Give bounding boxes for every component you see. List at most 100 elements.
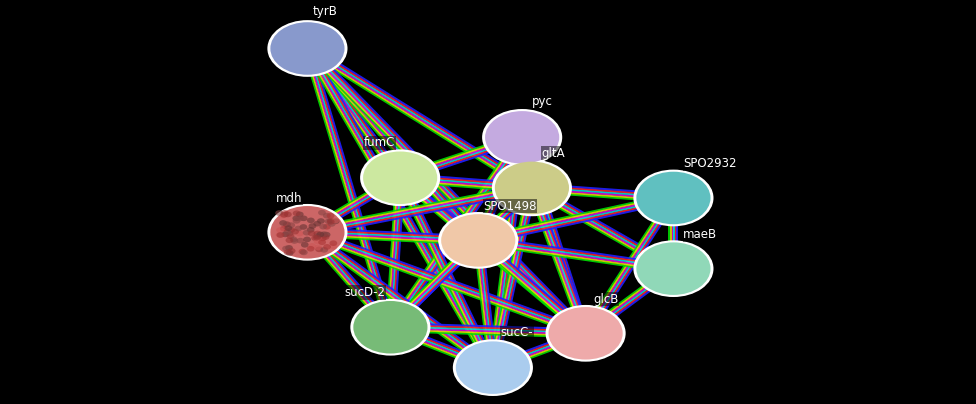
Ellipse shape — [287, 227, 295, 233]
Ellipse shape — [330, 244, 338, 249]
Ellipse shape — [283, 221, 291, 227]
Ellipse shape — [313, 221, 321, 227]
Ellipse shape — [636, 172, 711, 224]
Ellipse shape — [323, 224, 331, 229]
Ellipse shape — [288, 248, 296, 254]
Ellipse shape — [284, 212, 292, 217]
Ellipse shape — [318, 240, 326, 245]
Ellipse shape — [319, 236, 327, 241]
Ellipse shape — [325, 219, 333, 224]
Ellipse shape — [279, 213, 287, 218]
Ellipse shape — [546, 305, 626, 362]
Text: pyc: pyc — [532, 95, 552, 108]
Text: gltA: gltA — [542, 147, 565, 160]
Ellipse shape — [350, 299, 430, 356]
Ellipse shape — [320, 232, 328, 238]
Ellipse shape — [313, 234, 321, 239]
Ellipse shape — [316, 231, 324, 237]
Ellipse shape — [317, 218, 325, 224]
Ellipse shape — [306, 227, 314, 233]
Text: maeB: maeB — [683, 228, 717, 241]
Ellipse shape — [485, 111, 559, 164]
Ellipse shape — [295, 226, 303, 231]
Ellipse shape — [306, 217, 314, 223]
Ellipse shape — [281, 231, 289, 237]
Ellipse shape — [283, 222, 291, 227]
Text: mdh: mdh — [276, 192, 303, 205]
Ellipse shape — [282, 246, 290, 251]
Text: fumC: fumC — [364, 137, 395, 149]
Ellipse shape — [456, 341, 530, 394]
Ellipse shape — [300, 215, 307, 221]
Ellipse shape — [313, 231, 321, 236]
Ellipse shape — [286, 250, 294, 256]
Ellipse shape — [284, 250, 292, 255]
Ellipse shape — [315, 246, 323, 252]
Ellipse shape — [267, 20, 347, 77]
Ellipse shape — [453, 339, 533, 396]
Ellipse shape — [332, 218, 340, 223]
Ellipse shape — [291, 229, 299, 234]
Ellipse shape — [332, 219, 340, 224]
Ellipse shape — [313, 239, 321, 244]
Ellipse shape — [323, 244, 331, 250]
Ellipse shape — [313, 235, 321, 240]
Text: glcB: glcB — [593, 293, 619, 306]
Ellipse shape — [482, 109, 562, 166]
Ellipse shape — [287, 234, 295, 239]
Ellipse shape — [276, 227, 284, 233]
Text: sucC-: sucC- — [501, 326, 533, 339]
Ellipse shape — [275, 210, 283, 216]
Ellipse shape — [296, 231, 304, 236]
Ellipse shape — [293, 210, 301, 216]
Ellipse shape — [291, 238, 299, 244]
Ellipse shape — [303, 230, 310, 236]
Ellipse shape — [287, 222, 295, 228]
Ellipse shape — [319, 224, 327, 229]
Ellipse shape — [360, 149, 440, 206]
Ellipse shape — [304, 237, 311, 242]
Text: tyrB: tyrB — [312, 5, 337, 18]
Ellipse shape — [280, 212, 288, 218]
Ellipse shape — [285, 231, 293, 236]
Ellipse shape — [308, 243, 316, 249]
Ellipse shape — [328, 221, 336, 227]
Ellipse shape — [363, 152, 437, 204]
Ellipse shape — [285, 245, 293, 250]
Ellipse shape — [314, 244, 322, 250]
Ellipse shape — [276, 232, 284, 238]
Ellipse shape — [633, 240, 713, 297]
Ellipse shape — [270, 22, 345, 75]
Ellipse shape — [327, 213, 335, 219]
Ellipse shape — [301, 242, 308, 248]
Ellipse shape — [318, 210, 326, 215]
Ellipse shape — [441, 214, 515, 267]
Ellipse shape — [293, 215, 301, 221]
Ellipse shape — [300, 250, 307, 255]
Ellipse shape — [323, 213, 331, 219]
Ellipse shape — [281, 210, 289, 216]
Ellipse shape — [308, 223, 316, 229]
Ellipse shape — [327, 218, 335, 223]
Ellipse shape — [327, 219, 335, 225]
Ellipse shape — [549, 307, 623, 360]
Text: SPO1498: SPO1498 — [483, 200, 537, 213]
Ellipse shape — [270, 206, 345, 259]
Ellipse shape — [323, 232, 331, 238]
Ellipse shape — [322, 234, 330, 240]
Ellipse shape — [267, 204, 347, 261]
Ellipse shape — [320, 247, 328, 252]
Ellipse shape — [353, 301, 427, 354]
Ellipse shape — [438, 212, 518, 269]
Ellipse shape — [286, 238, 294, 243]
Ellipse shape — [306, 246, 314, 252]
Ellipse shape — [320, 231, 328, 237]
Ellipse shape — [633, 170, 713, 226]
Ellipse shape — [290, 237, 298, 242]
Ellipse shape — [296, 212, 304, 217]
Ellipse shape — [307, 231, 315, 236]
Ellipse shape — [296, 216, 304, 221]
Ellipse shape — [330, 240, 338, 246]
Text: sucD-2: sucD-2 — [345, 286, 386, 299]
Ellipse shape — [297, 238, 305, 244]
